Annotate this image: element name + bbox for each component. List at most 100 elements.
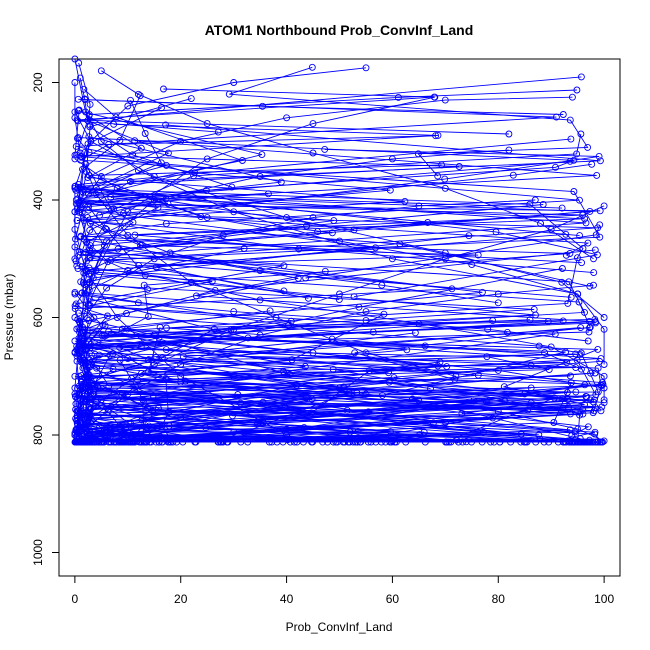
series-line [78, 312, 602, 443]
series [97, 67, 597, 263]
series [74, 338, 544, 446]
data-point [107, 256, 115, 264]
data-point [438, 161, 446, 169]
y-tick-label: 600 [31, 307, 45, 327]
data-point [494, 299, 502, 307]
series-line [78, 62, 91, 252]
series-line [82, 367, 564, 443]
data-point [552, 163, 559, 171]
data-point [114, 245, 122, 253]
series-line [166, 268, 563, 351]
data-point [564, 299, 572, 307]
data-point [526, 200, 534, 208]
data-point [309, 149, 317, 157]
data-point [280, 287, 288, 295]
data-point [71, 305, 79, 313]
data-point [596, 157, 604, 165]
data-point [573, 150, 581, 158]
data-point [321, 145, 329, 153]
data-point [362, 64, 370, 72]
data-point [401, 197, 409, 205]
data-point [386, 186, 394, 194]
series-line [88, 148, 600, 291]
data-point [600, 372, 608, 380]
series [75, 309, 606, 446]
data-point [600, 399, 608, 407]
series-line [75, 140, 597, 283]
series-line [101, 70, 594, 260]
data-point [328, 229, 336, 237]
data-point [314, 228, 322, 236]
data-point [127, 96, 134, 104]
data-point [83, 315, 91, 323]
series-line [79, 199, 536, 324]
data-point [580, 438, 587, 446]
data-point [118, 325, 126, 333]
data-point [75, 309, 82, 317]
data-point [86, 426, 93, 434]
data-point [581, 381, 589, 389]
data-point [293, 381, 301, 389]
data-point [335, 296, 343, 304]
data-point [596, 207, 604, 215]
data-point [590, 269, 598, 277]
series-line [74, 208, 452, 357]
data-point [343, 406, 351, 414]
data-point [434, 172, 442, 180]
data-point [591, 430, 599, 438]
data-point [539, 201, 547, 208]
data-point [577, 130, 585, 138]
series-line [77, 76, 582, 133]
chart-title: ATOM1 Northbound Prob_ConvInf_Land [205, 22, 474, 38]
data-point [141, 271, 149, 279]
data-point [535, 342, 543, 350]
data-point [160, 85, 167, 93]
data-point [85, 203, 92, 211]
data-point [77, 338, 85, 346]
data-point [567, 293, 575, 301]
data-point [100, 331, 108, 339]
series-line [183, 327, 590, 389]
data-point [590, 281, 597, 289]
data-point [309, 120, 317, 128]
data-point [74, 395, 81, 403]
data-point [592, 231, 600, 239]
data-point [573, 254, 581, 262]
data-point [321, 267, 329, 275]
data-point [85, 111, 93, 119]
data-point [573, 86, 581, 94]
data-point [84, 140, 92, 148]
data-point [71, 79, 79, 86]
series-line [74, 111, 605, 318]
data-point [489, 317, 497, 325]
x-tick-label: 20 [174, 592, 188, 606]
data-point [108, 330, 115, 338]
series [162, 265, 566, 354]
data-point [430, 93, 438, 101]
data-point [74, 384, 81, 392]
data-point [558, 278, 566, 286]
data-point [584, 239, 592, 247]
data-point [90, 314, 98, 322]
x-axis-label: Prob_ConvInf_Land [286, 620, 393, 634]
data-point [85, 270, 93, 278]
data-point [600, 314, 608, 321]
data-point [87, 242, 94, 250]
data-point [551, 330, 559, 338]
data-point [75, 106, 83, 114]
data-point [527, 362, 535, 369]
data-point [85, 286, 93, 294]
data-point [566, 426, 574, 434]
series-line [79, 270, 602, 425]
data-point [594, 364, 602, 372]
data-point [578, 259, 586, 267]
series [85, 121, 604, 279]
data-point [75, 59, 83, 67]
data-point [75, 391, 83, 399]
data-point [527, 399, 535, 407]
data-point [75, 208, 83, 216]
data-point [86, 431, 94, 438]
series [73, 85, 513, 138]
x-tick-label: 60 [386, 592, 400, 606]
data-point [210, 325, 218, 333]
